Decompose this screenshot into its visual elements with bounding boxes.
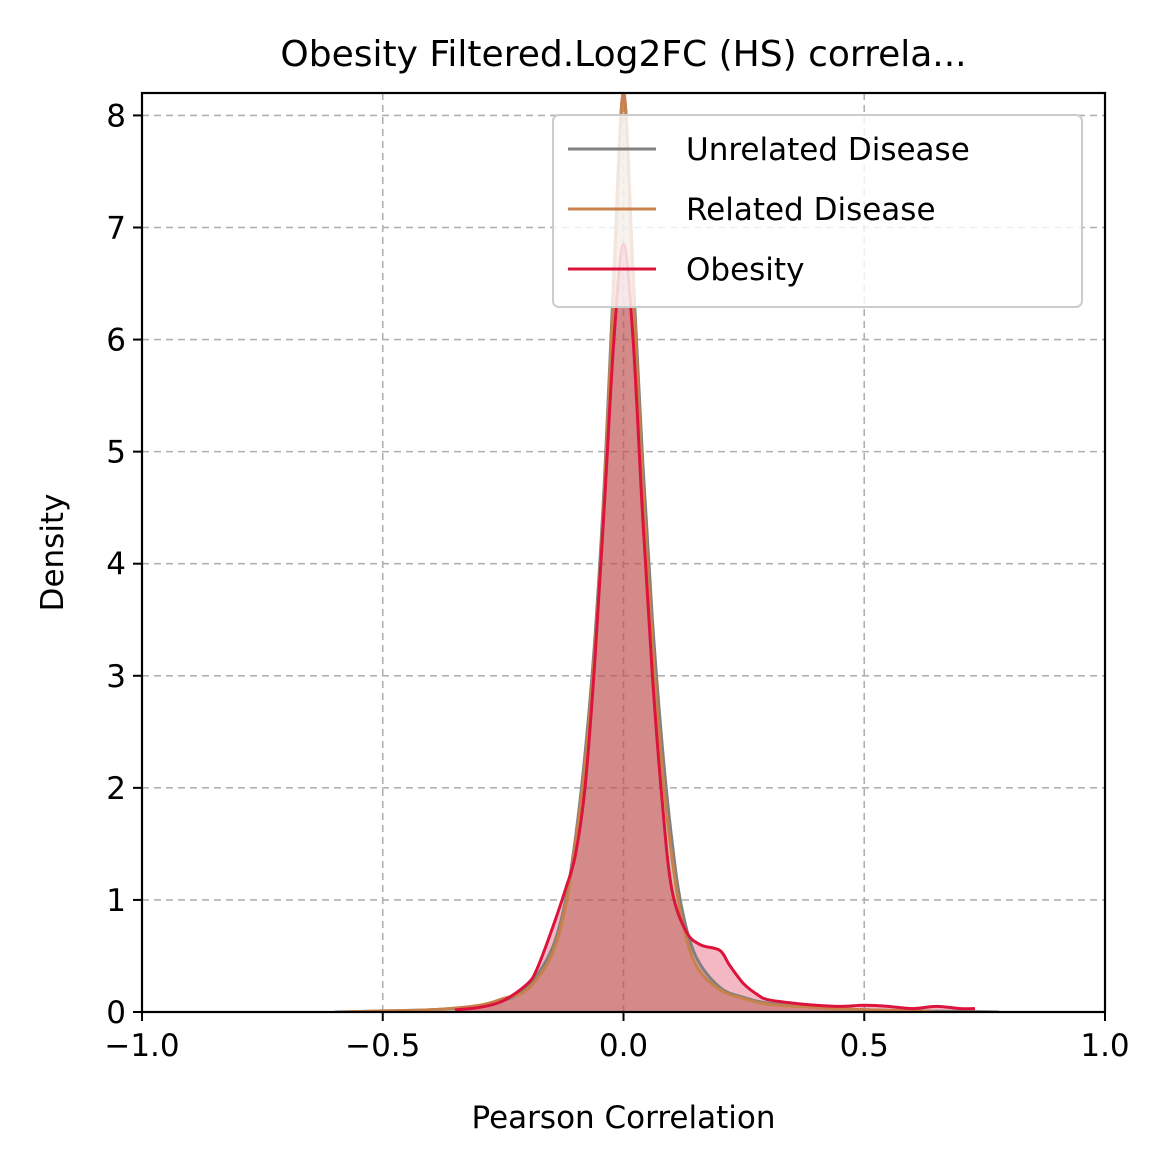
legend: Unrelated Disease Related Disease Obesity: [552, 114, 1083, 308]
x-tick-label: −0.5: [345, 1028, 420, 1064]
density-fills: [334, 93, 1000, 1012]
y-tick-label: 0: [106, 995, 126, 1031]
legend-box: [552, 114, 1083, 308]
y-axis-label: Density: [35, 494, 71, 612]
x-tick-label: 0.0: [599, 1028, 648, 1064]
y-tick-label: 7: [106, 210, 126, 246]
x-axis-ticks: −1.0 −0.5 0.0 0.5 1.0: [104, 1012, 1130, 1064]
y-tick-label: 1: [106, 883, 126, 919]
x-tick-label: −1.0: [104, 1028, 179, 1064]
series-fill-related-disease: [344, 93, 937, 1012]
y-tick-label: 6: [106, 323, 126, 359]
chart-title: Obesity Filtered.Log2FC (HS) correla...: [280, 34, 966, 75]
y-tick-label: 4: [106, 547, 126, 583]
legend-label-related-disease: Related Disease: [686, 192, 936, 228]
y-tick-label: 2: [106, 771, 126, 807]
series-line-obesity: [454, 242, 976, 1012]
series-fill-obesity: [455, 244, 975, 1012]
y-tick-label: 8: [106, 98, 126, 134]
x-tick-label: 0.5: [840, 1028, 889, 1064]
x-tick-label: 1.0: [1080, 1028, 1129, 1064]
y-tick-label: 3: [106, 659, 126, 695]
y-tick-label: 5: [106, 435, 126, 471]
series-fill-unrelated-disease: [334, 93, 1000, 1012]
x-axis-label: Pearson Correlation: [472, 1100, 776, 1136]
legend-label-unrelated-disease: Unrelated Disease: [686, 132, 970, 168]
y-axis-ticks: 0 1 2 3 4 5 6 7 8: [106, 98, 142, 1031]
legend-label-obesity: Obesity: [686, 252, 804, 288]
